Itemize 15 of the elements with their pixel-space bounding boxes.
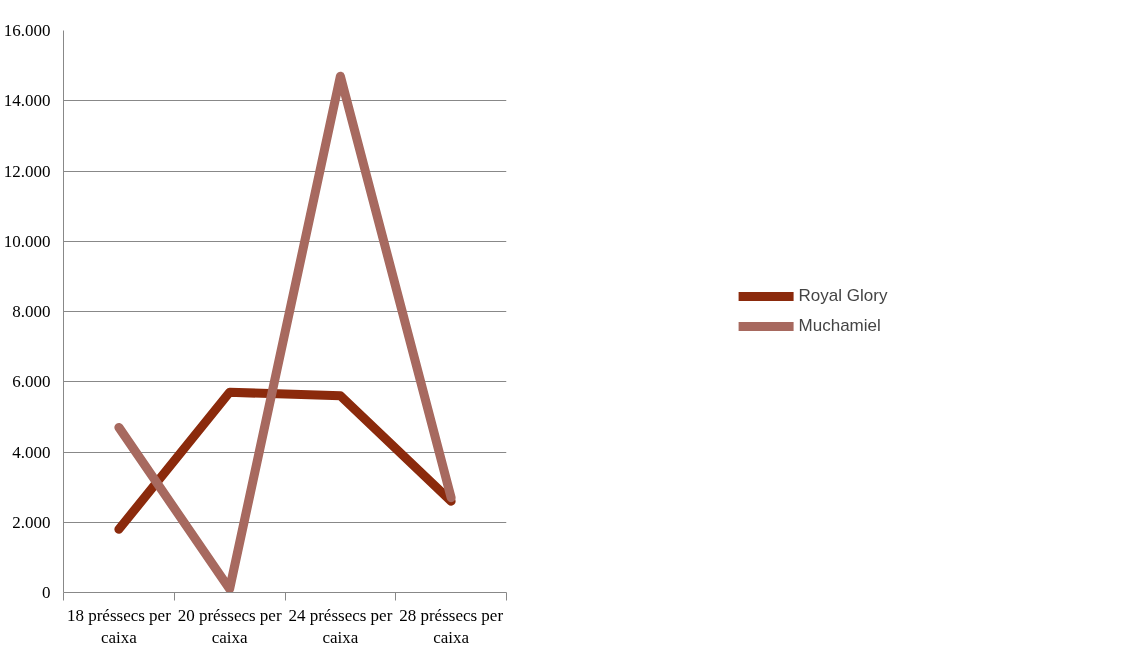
- x-tick-label: 28 préssecs per caixa: [399, 605, 504, 648]
- y-tick-label: 10.000: [3, 231, 51, 251]
- legend-label: Royal Glory: [798, 286, 888, 306]
- y-tick-label: 6.000: [12, 372, 51, 392]
- x-tick-label: 20 préssecs per caixa: [177, 605, 282, 648]
- x-tick-label: 24 préssecs per caixa: [288, 605, 393, 648]
- y-tick-label: 4.000: [12, 442, 51, 462]
- y-tick-label: 0: [42, 583, 51, 602]
- y-tick-label: 2.000: [12, 512, 51, 532]
- legend-label: Muchamiel: [798, 316, 881, 336]
- x-tick-label: 18 préssecs per caixa: [66, 605, 172, 648]
- y-tick-label: 8.000: [12, 302, 51, 321]
- y-tick-label: 14.000: [3, 91, 51, 111]
- y-tick-label: 12.000: [3, 161, 51, 181]
- y-tick-label: 16.000: [3, 21, 51, 40]
